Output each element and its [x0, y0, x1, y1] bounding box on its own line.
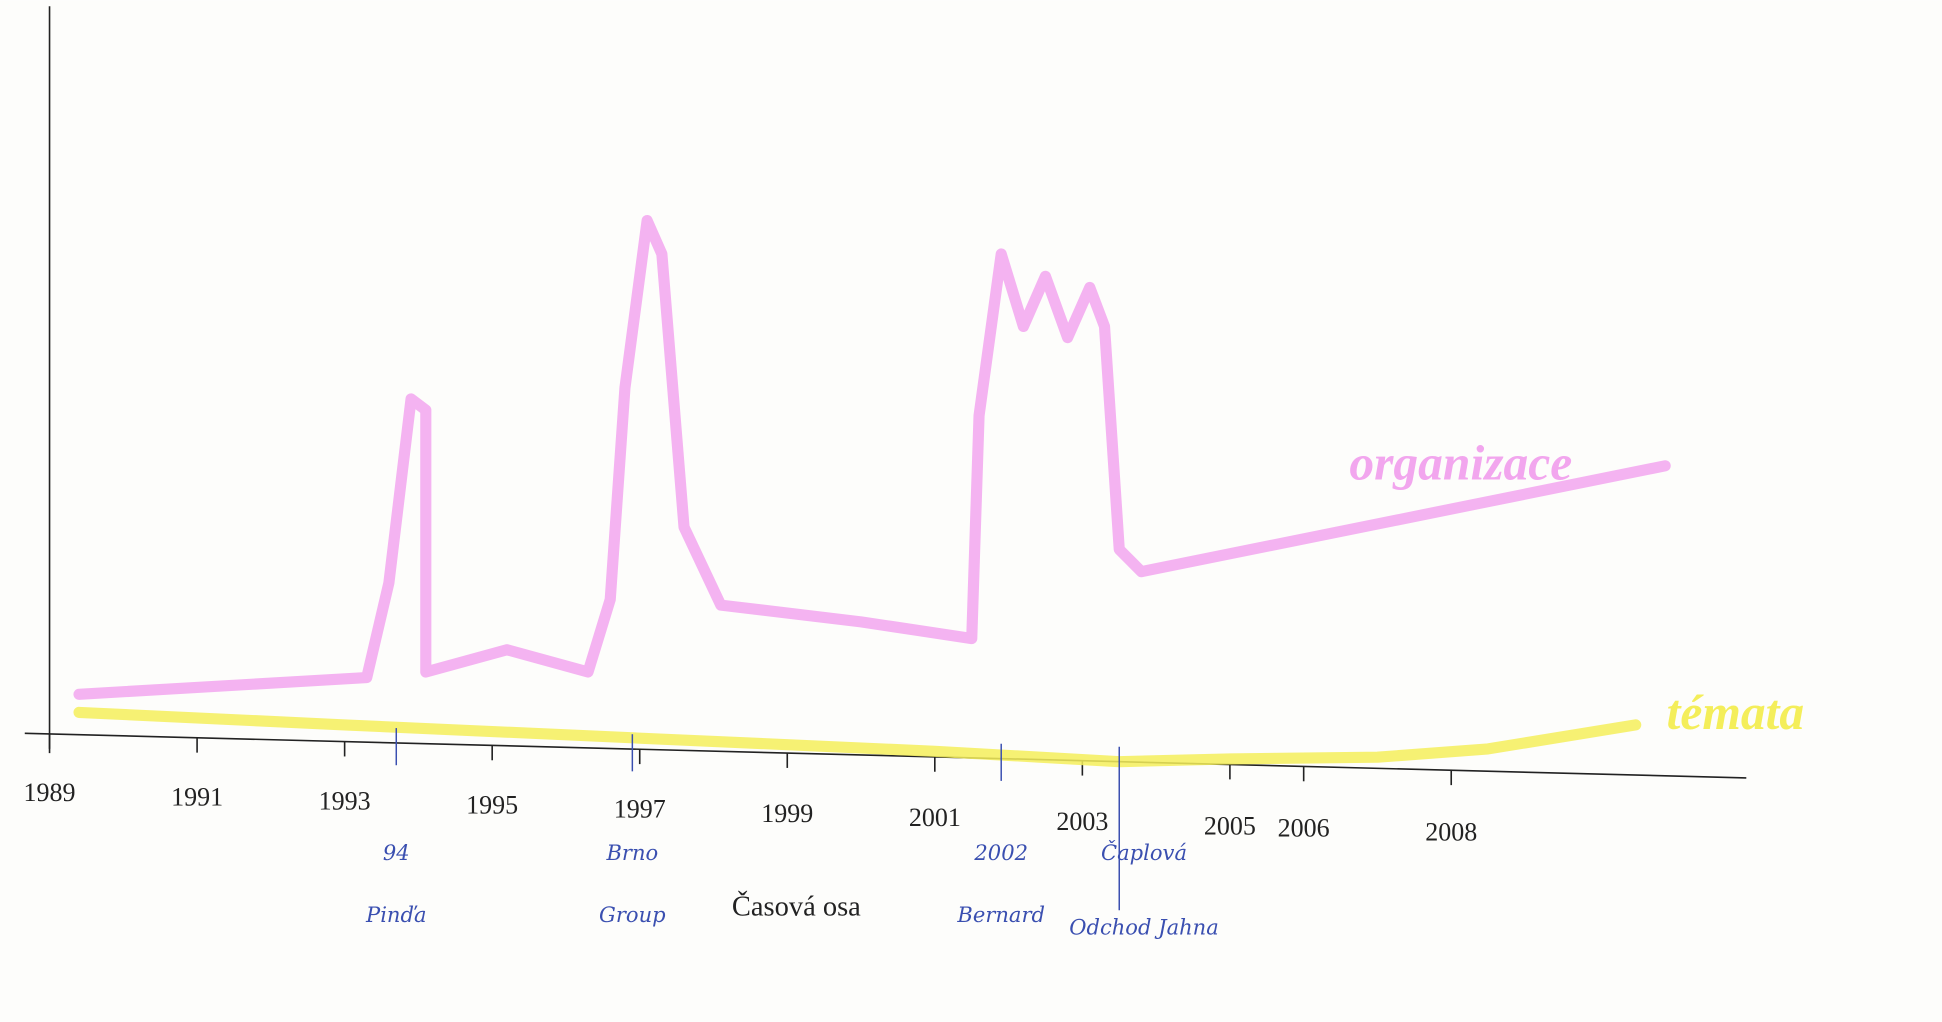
event-label: 2002 — [973, 840, 1028, 865]
series-label: organizace — [1349, 436, 1572, 491]
x-tick-label: 2001 — [909, 803, 961, 832]
event-label: Group — [599, 902, 666, 927]
event-label: Pinďa — [365, 902, 426, 927]
x-tick-label: 2005 — [1204, 811, 1256, 840]
event-label: Čaplová — [1101, 840, 1187, 865]
x-tick-label: 1997 — [614, 795, 666, 824]
x-tick-label: 1989 — [24, 778, 76, 807]
series-line — [73, 214, 1671, 700]
x-tick-label: 2003 — [1056, 807, 1108, 836]
x-tick-label: 1991 — [171, 782, 223, 811]
event-label: 94 — [383, 840, 410, 865]
x-axis-title: Časová osa — [732, 890, 861, 923]
event-label: Odchod Jahna — [1069, 915, 1219, 940]
event-label: Bernard — [956, 902, 1045, 927]
x-tick-label: 1993 — [319, 786, 371, 815]
x-axis — [24, 732, 1747, 779]
x-tick-label: 1999 — [761, 799, 813, 828]
series-label: témata — [1667, 685, 1805, 740]
event-label: Brno — [605, 840, 658, 865]
x-tick-label: 1995 — [466, 791, 518, 820]
x-tick-label: 2008 — [1425, 817, 1477, 846]
x-tick-label: 2006 — [1278, 813, 1330, 842]
